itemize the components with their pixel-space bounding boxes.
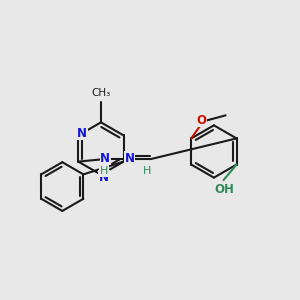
Text: N: N (77, 127, 87, 140)
Text: H: H (143, 166, 152, 176)
Text: N: N (125, 152, 135, 164)
Text: OH: OH (214, 183, 234, 196)
Text: N: N (99, 170, 109, 184)
Text: CH₃: CH₃ (91, 88, 111, 98)
Text: H: H (100, 166, 108, 176)
Text: N: N (100, 152, 110, 164)
Text: O: O (196, 114, 206, 127)
